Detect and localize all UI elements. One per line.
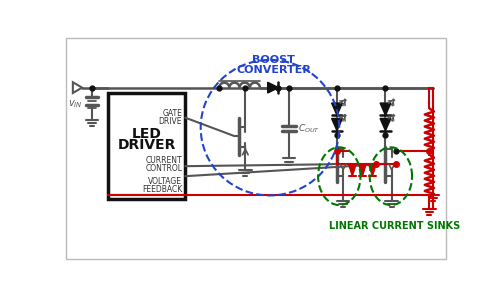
Text: VOLTAGE: VOLTAGE xyxy=(148,177,182,186)
Text: $C_{OUT}$: $C_{OUT}$ xyxy=(298,122,321,135)
Text: DRIVER: DRIVER xyxy=(118,138,176,152)
Text: CONTROL: CONTROL xyxy=(145,164,182,173)
Text: GATE: GATE xyxy=(162,109,182,118)
Text: FEEDBACK: FEEDBACK xyxy=(142,185,182,194)
Text: DRIVE: DRIVE xyxy=(159,117,182,126)
Text: CONVERTER: CONVERTER xyxy=(237,65,311,75)
Polygon shape xyxy=(380,118,391,131)
Polygon shape xyxy=(331,103,342,115)
FancyBboxPatch shape xyxy=(108,93,185,198)
Text: LED: LED xyxy=(132,127,162,141)
Polygon shape xyxy=(359,164,366,176)
Text: BOOST: BOOST xyxy=(252,55,295,65)
Text: LINEAR CURRENT SINKS: LINEAR CURRENT SINKS xyxy=(329,221,461,231)
Polygon shape xyxy=(331,118,342,131)
Text: CURRENT: CURRENT xyxy=(146,156,182,165)
Polygon shape xyxy=(348,164,356,176)
Polygon shape xyxy=(369,164,376,176)
Polygon shape xyxy=(267,82,278,93)
Text: $v_{IN}$: $v_{IN}$ xyxy=(68,98,82,110)
Polygon shape xyxy=(380,103,391,115)
